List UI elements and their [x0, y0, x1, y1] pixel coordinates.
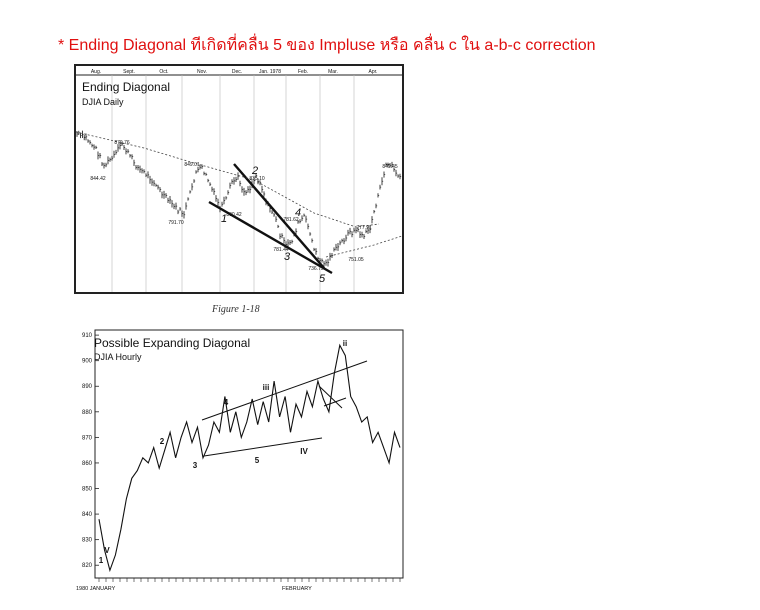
y-tick-label: 850: [82, 487, 93, 493]
y-tick-label: 900: [82, 359, 93, 365]
ending-diagonal-chart: Aug. Sept. Oct. Nov. Dec. Jan. 1978 Feb. Mar. Ap…: [74, 64, 404, 294]
x-axis: 1980 JANUARY FEBRUARY: [76, 578, 401, 592]
expanding-diagonal-chart: Possible Expanding Diagonal DJIA Hourly …: [76, 329, 404, 592]
wave-labels: 1 2 3 4 5: [221, 165, 326, 285]
wave-labels: 1 2 3 4 5 iii IV ii V: [99, 339, 347, 565]
x-label: 1980 JANUARY: [76, 586, 116, 592]
lower-wedge-line: [208, 200, 333, 275]
wave-label: 2: [160, 437, 165, 446]
price-annotation: 849.45: [382, 164, 398, 170]
price-annotation: 849.01: [184, 162, 200, 168]
price-annotation: 800.42: [226, 212, 242, 218]
chart-title: Ending Diagonal: [82, 80, 170, 94]
wave-label: 1: [221, 213, 227, 225]
price-annotation: 751.05: [348, 257, 364, 263]
price-annotation: 777.91: [356, 225, 372, 231]
wave-label: 2: [251, 165, 258, 177]
wave-label: 4: [295, 207, 301, 219]
upper-expanding-line: [201, 360, 368, 421]
chart-subtitle: DJIA Hourly: [94, 352, 142, 362]
page-heading: * Ending Diagonal ทีเกิดที่คลื่น 5 ของ I…: [58, 37, 596, 54]
month-label: Nov.: [197, 69, 207, 75]
price-annotation: 791.70: [168, 220, 184, 226]
price-annotation: 781.62: [283, 217, 299, 223]
price-annotation: 879.76: [114, 140, 130, 146]
y-tick-label: 890: [82, 384, 93, 390]
figure-caption: Figure 1-18: [212, 304, 260, 315]
month-label: Feb.: [298, 69, 308, 75]
y-tick-label: 910: [82, 333, 93, 339]
chart-subtitle: DJIA Daily: [82, 97, 124, 107]
y-tick-label: 870: [82, 435, 93, 441]
x-label: FEBRUARY: [282, 586, 312, 592]
month-label: Aug.: [91, 69, 101, 75]
wave-label: 5: [319, 273, 326, 285]
upper-wedge-line: [233, 163, 325, 269]
trend-lines: [75, 131, 403, 275]
price-annotation: 781.44: [273, 247, 289, 253]
wave-label: V: [104, 546, 110, 555]
y-tick-label: 820: [82, 563, 93, 569]
price-annotations: 879.76 844.42 849.01 791.70 835.10 800.42 781.…: [90, 140, 398, 272]
lower-channel-dots: [325, 235, 403, 258]
y-tick-label: 880: [82, 410, 93, 416]
wave-label: 4: [224, 398, 229, 407]
lower-expanding-line: [203, 437, 323, 457]
wave-label: 3: [284, 251, 291, 263]
month-label: Jan. 1978: [259, 69, 281, 75]
price-annotation: 835.10: [249, 176, 265, 182]
month-axis: Aug. Sept. Oct. Nov. Dec. Jan. 1978 Feb. Mar. Ap…: [91, 69, 378, 75]
y-tick-label: 860: [82, 461, 93, 467]
mini-wedge-lower: [323, 397, 347, 407]
month-label: Sept.: [123, 69, 135, 75]
y-tick-label: 830: [82, 538, 93, 544]
mini-wedge-upper: [318, 385, 343, 409]
upper-channel-dots: [75, 131, 380, 228]
wave-label: IV: [300, 447, 308, 456]
wave-label: 1: [99, 556, 104, 565]
price-annotation: 736.75: [308, 266, 324, 272]
price-bars: [76, 130, 402, 267]
y-tick-label: 840: [82, 512, 93, 518]
wave-label: ii: [343, 339, 347, 348]
month-label: Oct.: [159, 69, 168, 75]
month-label: Dec.: [232, 69, 242, 75]
wave-label: 3: [193, 461, 198, 470]
month-label: Apr.: [369, 69, 378, 75]
trend-lines: [201, 360, 368, 457]
chart-title: Possible Expanding Diagonal: [94, 336, 250, 350]
price-annotation: 844.42: [90, 176, 106, 182]
series-line: [98, 343, 401, 573]
wave-label: 5: [255, 456, 260, 465]
y-axis: 910 900 890 880 870 860 850 840 830 820: [82, 333, 99, 569]
month-label: Mar.: [328, 69, 338, 75]
wave-label: iii: [263, 383, 270, 392]
